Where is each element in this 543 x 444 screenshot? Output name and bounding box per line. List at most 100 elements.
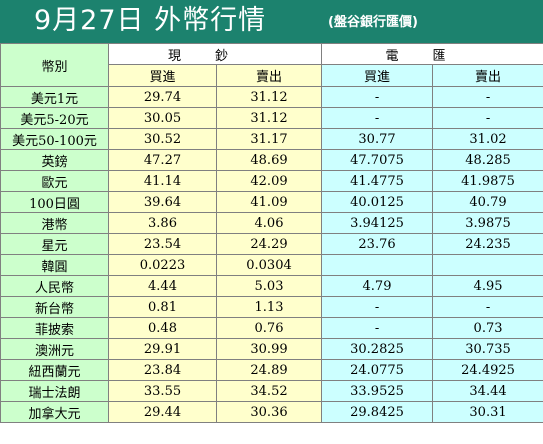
table-row: 星元 23.54 24.29 23.76 24.235 xyxy=(0,233,543,255)
tt-sell-cell: 24.235 xyxy=(432,233,543,255)
cash-buy-cell: 23.84 xyxy=(108,359,217,381)
currency-cell: 美元50-100元 xyxy=(0,128,109,150)
tt-buy-cell: 40.0125 xyxy=(321,191,434,213)
header-row-sub: 買進 賣出 買進 賣出 xyxy=(1,64,543,87)
table-row: 紐西蘭元 23.84 24.89 24.0775 24.4925 xyxy=(0,359,543,381)
cash-buy-cell: 29.91 xyxy=(108,338,217,360)
tt-buy-cell: 4.79 xyxy=(321,275,434,297)
cash-buy-cell: 29.44 xyxy=(108,401,217,423)
currency-cell: 星元 xyxy=(0,233,109,255)
tt-buy-cell: - xyxy=(321,86,434,108)
cash-buy-cell: 33.55 xyxy=(108,380,217,402)
cash-buy-cell: 29.74 xyxy=(108,86,217,108)
rate-rows: 美元1元 29.74 31.12- - 美元5-20元 30.05 31.12- - 美元50-… xyxy=(0,86,543,423)
currency-cell: 瑞士法朗 xyxy=(0,380,109,402)
tt-buy-cell: - xyxy=(321,317,434,339)
currency-cell: 港幣 xyxy=(0,212,109,234)
currency-cell: 美元1元 xyxy=(0,86,109,108)
cash-sell-cell: 31.12 xyxy=(215,107,323,129)
tt-sell-cell: 4.95 xyxy=(432,275,543,297)
table-row: 美元1元 29.74 31.12- - xyxy=(0,86,543,108)
cash-sell-cell: 24.89 xyxy=(215,359,323,381)
currency-cell: 人民幣 xyxy=(0,275,109,297)
currency-cell: 英鎊 xyxy=(0,149,109,171)
table-row: 韓圓 0.0223 0.0304 xyxy=(0,254,543,276)
cash-buy-cell: 30.52 xyxy=(108,128,217,150)
cash-sell-cell: 30.99 xyxy=(215,338,323,360)
tt-buy-cell: 30.2825 xyxy=(321,338,434,360)
currency-cell: 美元5-20元 xyxy=(0,107,109,129)
table-row: 港幣 3.86 4.06 3.94125 3.9875 xyxy=(0,212,543,234)
cash-buy-cell: 0.48 xyxy=(108,317,217,339)
currency-column-header: 幣別 xyxy=(0,43,109,87)
tt-sell-header: 賣出 xyxy=(432,64,543,87)
tt-sell-cell: 3.9875 xyxy=(432,212,543,234)
table-row: 歐元 41.14 42.09 41.4775 41.9875 xyxy=(0,170,543,192)
cash-sell-cell: 31.12 xyxy=(215,86,323,108)
cash-buy-cell: 23.54 xyxy=(108,233,217,255)
tt-sell-cell: 0.73 xyxy=(432,317,543,339)
cash-sell-cell: 31.17 xyxy=(215,128,323,150)
table-row: 菲披索 0.48 0.76-0.73 xyxy=(0,317,543,339)
tt-sell-cell: 41.9875 xyxy=(432,170,543,192)
cash-sell-cell: 4.06 xyxy=(215,212,323,234)
cash-sell-cell: 42.09 xyxy=(215,170,323,192)
header-row-groups: 幣別 現鈔 電匯 xyxy=(0,43,543,87)
currency-cell: 紐西蘭元 xyxy=(0,359,109,381)
cash-buy-cell: 4.44 xyxy=(108,275,217,297)
tt-sell-cell: 31.02 xyxy=(432,128,543,150)
tt-sell-cell: - xyxy=(432,107,543,129)
tt-buy-cell: 29.8425 xyxy=(321,401,434,423)
cash-buy-cell: 0.81 xyxy=(108,296,217,318)
table-row: 加拿大元 29.44 30.36 29.8425 30.31 xyxy=(0,401,543,423)
tt-buy-cell xyxy=(321,254,434,276)
currency-cell: 新台幣 xyxy=(0,296,109,318)
tt-buy-cell: - xyxy=(321,296,434,318)
tt-buy-cell: 41.4775 xyxy=(321,170,434,192)
table-row: 美元5-20元 30.05 31.12- - xyxy=(0,107,543,129)
tt-buy-cell: 30.77 xyxy=(321,128,434,150)
currency-cell: 歐元 xyxy=(0,170,109,192)
cash-sell-cell: 41.09 xyxy=(215,191,323,213)
currency-cell: 澳洲元 xyxy=(0,338,109,360)
tt-buy-cell: 23.76 xyxy=(321,233,434,255)
cash-buy-cell: 39.64 xyxy=(108,191,217,213)
cash-buy-header: 買進 xyxy=(108,64,217,87)
tt-sell-cell: 34.44 xyxy=(432,380,543,402)
table-row: 澳洲元 29.91 30.99 30.2825 30.735 xyxy=(0,338,543,360)
cash-sell-cell: 34.52 xyxy=(215,380,323,402)
currency-cell: 菲披索 xyxy=(0,317,109,339)
cash-sell-cell: 24.29 xyxy=(215,233,323,255)
cash-sell-cell: 0.76 xyxy=(215,317,323,339)
tt-buy-header: 買進 xyxy=(321,64,434,87)
table-row: 100日圓 39.64 41.09 40.0125 40.79 xyxy=(0,191,543,213)
tt-sell-cell: 40.79 xyxy=(432,191,543,213)
title-bar: 9月27日 外幣行情 (盤谷銀行匯價) xyxy=(0,0,543,43)
cash-sell-header: 賣出 xyxy=(215,64,323,87)
table-row: 新台幣 0.81 1.13- - xyxy=(0,296,543,318)
tt-sell-cell xyxy=(432,254,543,276)
cash-buy-cell: 3.86 xyxy=(108,212,217,234)
tt-sell-cell: 24.4925 xyxy=(432,359,543,381)
tt-sell-cell: - xyxy=(432,86,543,108)
cash-sell-cell: 30.36 xyxy=(215,401,323,423)
cash-buy-cell: 30.05 xyxy=(108,107,217,129)
cash-group-header: 現鈔 xyxy=(107,43,323,65)
tt-buy-cell: 24.0775 xyxy=(321,359,434,381)
tt-sell-cell: 30.735 xyxy=(432,338,543,360)
currency-cell: 韓圓 xyxy=(0,254,109,276)
cash-buy-cell: 0.0223 xyxy=(108,254,217,276)
cash-sell-cell: 1.13 xyxy=(215,296,323,318)
bank-source-label: (盤谷銀行匯價) xyxy=(328,15,418,30)
table-row: 英鎊 47.27 48.69 47.7075 48.285 xyxy=(0,149,543,171)
tt-sell-cell: 48.285 xyxy=(432,149,543,171)
tt-buy-cell: 33.9525 xyxy=(321,380,434,402)
tt-sell-cell: 30.31 xyxy=(432,401,543,423)
table-row: 美元50-100元 30.52 31.17 30.77 31.02 xyxy=(0,128,543,150)
table-row: 瑞士法朗 33.55 34.52 33.9525 34.44 xyxy=(0,380,543,402)
cash-buy-cell: 41.14 xyxy=(108,170,217,192)
tt-buy-cell: 3.94125 xyxy=(321,212,434,234)
cash-buy-cell: 47.27 xyxy=(108,149,217,171)
cash-sell-cell: 48.69 xyxy=(215,149,323,171)
currency-cell: 100日圓 xyxy=(0,191,109,213)
